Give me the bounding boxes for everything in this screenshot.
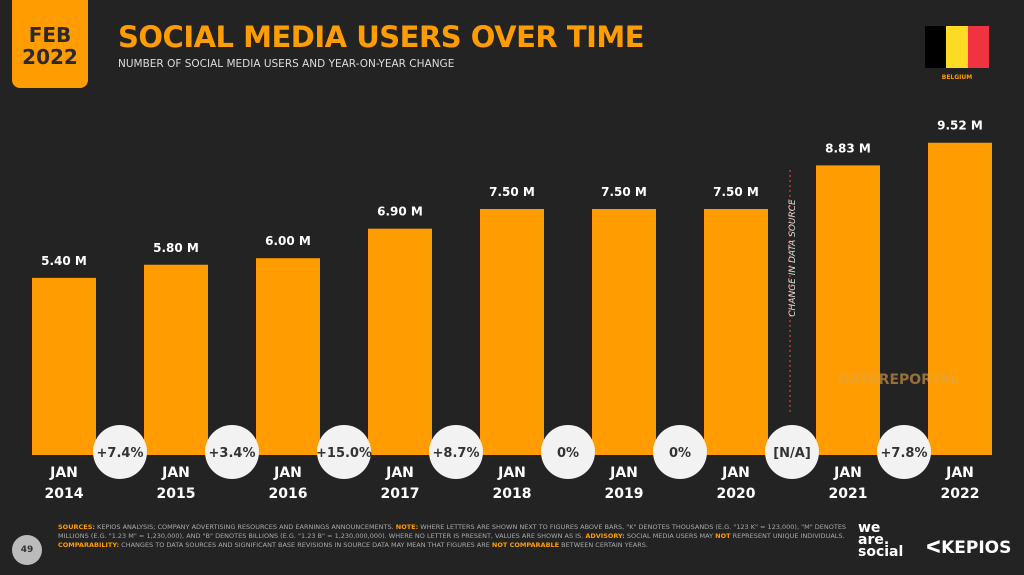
bar [368, 228, 432, 455]
bar-value-label: 8.83 M [825, 141, 871, 155]
change-bubble [653, 425, 707, 479]
page-subtitle: NUMBER OF SOCIAL MEDIA USERS AND YEAR-ON… [118, 58, 455, 70]
date-badge: FEB 2022 [12, 0, 88, 88]
bar [704, 209, 768, 455]
date-month: FEB [28, 23, 72, 47]
change-label: 0% [557, 446, 579, 461]
bar-value-label: 6.00 M [265, 234, 311, 248]
x-tick-label-year: 2022 [941, 486, 980, 502]
bar [480, 209, 544, 455]
x-tick-label-year: 2017 [381, 486, 420, 502]
page-title: SOCIAL MEDIA USERS OVER TIME [118, 20, 645, 54]
x-tick-label-month: JAN [945, 465, 974, 481]
x-tick-label-month: JAN [273, 465, 302, 481]
change-bubble [317, 425, 371, 479]
x-tick-label-year: 2020 [717, 486, 756, 502]
footer-notes: SOURCES: KEPIOS ANALYSIS; COMPANY ADVERT… [58, 523, 847, 549]
x-tick-label-year: 2021 [829, 486, 868, 502]
change-bubble [877, 425, 931, 479]
change-bubble [541, 425, 595, 479]
page-number: 49 [12, 535, 42, 565]
bar-value-label: 7.50 M [601, 185, 647, 199]
x-tick-label-month: JAN [609, 465, 638, 481]
x-tick-label-month: JAN [49, 465, 78, 481]
datareportal-watermark: DATAREPORTAL [838, 372, 960, 388]
bar [144, 264, 208, 455]
bar-chart: 5.40 M JAN 2014 5.80 M JAN 2015 6.00 M JAN 2016 6… [32, 119, 992, 502]
bar [928, 142, 992, 455]
bar-value-label: 6.90 M [377, 205, 423, 219]
bar-value-label: 5.40 M [41, 254, 87, 268]
change-label: +15.0% [316, 446, 372, 461]
data-source-change-annotation: CHANGE IN DATA SOURCE [788, 199, 798, 317]
bar [592, 209, 656, 455]
kepios-logo: ᐸKEPIOS [926, 538, 1012, 558]
x-tick-label-month: JAN [497, 465, 526, 481]
change-bubble [429, 425, 483, 479]
belgium-flag-icon [925, 26, 989, 68]
we-are-social-logo: we are. social [858, 520, 904, 560]
bar-value-label: 5.80 M [153, 241, 199, 255]
change-bubble [765, 425, 819, 479]
x-tick-label-year: 2019 [605, 486, 644, 502]
change-bubble [93, 425, 147, 479]
bar-value-label: 7.50 M [489, 185, 535, 199]
country-label: BELGIUM [941, 74, 973, 81]
x-tick-label-month: JAN [833, 465, 862, 481]
x-tick-label-year: 2015 [157, 486, 196, 502]
change-label: +7.4% [97, 446, 144, 461]
bar-value-label: 9.52 M [937, 119, 983, 133]
bar [816, 165, 880, 455]
x-tick-label-year: 2018 [493, 486, 532, 502]
bar-value-label: 7.50 M [713, 185, 759, 199]
x-tick-label-month: JAN [161, 465, 190, 481]
date-year: 2022 [22, 45, 78, 69]
change-label: [N/A] [773, 446, 811, 461]
change-label: +3.4% [209, 446, 256, 461]
x-tick-label-year: 2014 [45, 486, 84, 502]
change-label: 0% [669, 446, 691, 461]
change-label: +7.8% [881, 446, 928, 461]
x-tick-label-year: 2016 [269, 486, 308, 502]
x-tick-label-month: JAN [385, 465, 414, 481]
x-tick-label-month: JAN [721, 465, 750, 481]
bar [256, 258, 320, 455]
change-bubble [205, 425, 259, 479]
change-label: +8.7% [433, 446, 480, 461]
bar [32, 277, 96, 455]
